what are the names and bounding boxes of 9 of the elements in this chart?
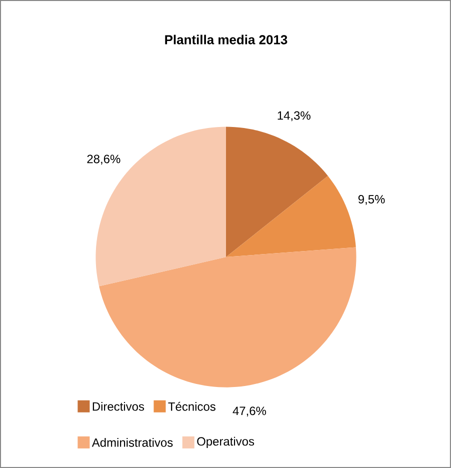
chart-title: Plantilla media 2013: [165, 34, 288, 44]
legend-label: Operativos: [197, 436, 254, 448]
legend-label: Directivos: [92, 402, 144, 411]
data-label: 47,6%: [232, 406, 266, 417]
legend-label: Técnicos: [168, 402, 216, 411]
data-label: 28,6%: [87, 154, 120, 165]
data-label: 9,5%: [358, 195, 385, 205]
data-label: 14,3%: [278, 111, 310, 122]
legend-label: Administrativos: [92, 438, 173, 447]
